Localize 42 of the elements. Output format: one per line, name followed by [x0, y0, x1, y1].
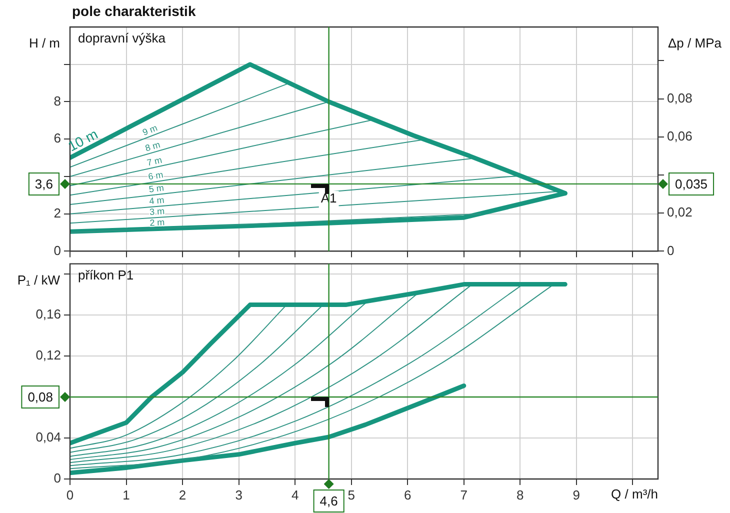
y-axis-title: H / m	[28, 36, 60, 51]
x-tick-label: 4	[291, 487, 299, 502]
series-label: 2 m	[149, 217, 165, 228]
x-tick-label: 8	[516, 487, 524, 502]
text: 10 m	[65, 126, 100, 154]
y-tick-label: 0,04	[36, 430, 61, 445]
y2-tick-label: 0	[667, 242, 674, 258]
x-tick-label: 3	[235, 487, 242, 502]
y2-tick-label: 0,02	[667, 204, 692, 220]
series-label: 3 m	[149, 206, 165, 217]
x-tick-label: 1	[122, 487, 130, 502]
y-tick-label: 2	[54, 205, 61, 220]
x-tick-label: 5	[348, 487, 355, 502]
ref-line-label: 3,6	[34, 176, 54, 192]
y2-axis-title: Δp / MPa	[668, 36, 722, 51]
text: 9 m	[141, 122, 159, 138]
annotation: příkon P1	[78, 267, 134, 282]
text: 7 m	[146, 154, 163, 168]
text: 8 m	[144, 139, 162, 154]
text: 0,035	[674, 176, 708, 192]
y2-tick-label: 0,08	[667, 90, 692, 106]
y-tick-label: 0,12	[36, 348, 61, 363]
x-tick-label: 2	[178, 487, 186, 502]
x-tick-label: 6	[404, 487, 412, 502]
y-tick-label: 0,16	[36, 306, 61, 322]
y-tick-label: 0	[54, 242, 61, 258]
x-axis-title: Q / m³/h	[611, 486, 658, 502]
x-tick-label: 7	[460, 487, 468, 502]
ref-line-label: 4,6	[320, 494, 338, 509]
y-tick-label: 0	[54, 470, 61, 486]
y-tick-label: 6	[54, 130, 61, 146]
y-axis-title: P₁ / kW	[17, 272, 61, 288]
annotation: dopravní výška	[78, 30, 166, 46]
text: 5 m	[148, 182, 164, 194]
chart-title: pole charakteristik	[72, 2, 196, 19]
x-tick-label: 0	[66, 487, 74, 502]
x-tick-label: 9	[572, 487, 580, 502]
y2-tick-label: 0,06	[667, 128, 692, 144]
y-tick-label: 8	[54, 93, 61, 108]
series-label: 4 m	[148, 194, 165, 206]
text: 6 m	[147, 170, 164, 182]
ref-line-label: 0,08	[28, 390, 54, 405]
